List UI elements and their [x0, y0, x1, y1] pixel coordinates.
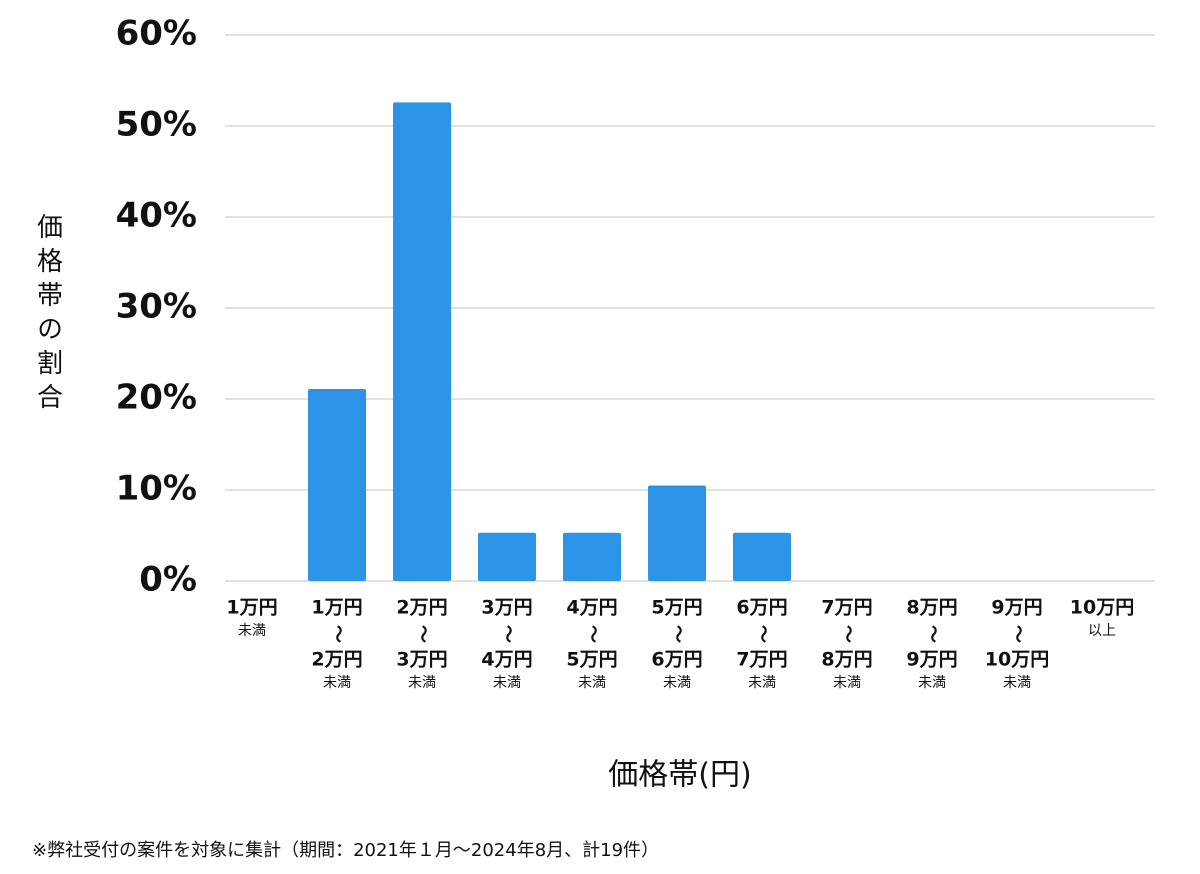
x-tick-label: 未満: [748, 675, 776, 691]
x-tick-label: 未満: [1003, 675, 1031, 691]
x-tick-label: 未満: [408, 675, 436, 691]
x-tick-label: 〜: [327, 625, 348, 643]
x-tick-label: 未満: [833, 675, 861, 691]
x-tick-label: 未満: [663, 675, 691, 691]
x-tick-label: 3万円: [481, 597, 532, 619]
x-tick-label: 1万円: [226, 597, 277, 619]
x-tick-label: 〜: [837, 625, 858, 643]
bar: [308, 388, 366, 581]
bar: [648, 485, 706, 581]
x-tick-label: 〜: [922, 625, 943, 643]
x-tick-label: 8万円: [821, 649, 872, 671]
x-tick-label: 2万円: [311, 649, 362, 671]
bar: [393, 102, 451, 581]
footnote: ※弊社受付の案件を対象に集計（期間：2021年１月〜2024年8月、計19件）: [32, 840, 659, 861]
bar: [563, 532, 621, 581]
x-tick-label: 3万円: [396, 649, 447, 671]
x-tick-label: 〜: [497, 625, 518, 643]
x-tick-label: 9万円: [906, 649, 957, 671]
y-tick-label: 20%: [116, 378, 197, 418]
x-tick-label: 10万円: [985, 649, 1049, 671]
x-tick-label: 以上: [1088, 623, 1116, 639]
x-tick-label: 9万円: [991, 597, 1042, 619]
x-axis-label: 価格帯(円): [608, 758, 751, 793]
x-tick-label: 〜: [752, 625, 773, 643]
y-tick-label: 40%: [116, 196, 197, 236]
x-tick-label: 6万円: [736, 597, 787, 619]
y-tick-label: 0%: [139, 560, 197, 600]
x-tick-label: 〜: [667, 625, 688, 643]
x-tick-label: 未満: [493, 675, 521, 691]
x-tick-label: 〜: [412, 625, 433, 643]
y-tick-label: 50%: [116, 105, 197, 145]
x-tick-label: 7万円: [736, 649, 787, 671]
x-tick-label: 未満: [238, 623, 266, 639]
y-tick-label: 30%: [116, 287, 197, 327]
x-tick-label: 〜: [582, 625, 603, 643]
x-tick-label: 4万円: [481, 649, 532, 671]
bar: [733, 532, 791, 581]
x-tick-label: 5万円: [566, 649, 617, 671]
x-tick-label: 未満: [323, 675, 351, 691]
x-tick-label: 1万円: [311, 597, 362, 619]
x-tick-label: 8万円: [906, 597, 957, 619]
x-tick-label: 5万円: [651, 597, 702, 619]
x-tick-label: 2万円: [396, 597, 447, 619]
x-tick-label: 未満: [578, 675, 606, 691]
x-tick-label: 6万円: [651, 649, 702, 671]
x-tick-label: 10万円: [1070, 597, 1134, 619]
bar: [478, 532, 536, 581]
y-tick-label: 60%: [116, 14, 197, 54]
x-tick-label: 4万円: [566, 597, 617, 619]
x-tick-label: 7万円: [821, 597, 872, 619]
x-tick-label: 未満: [918, 675, 946, 691]
y-tick-label: 10%: [116, 469, 197, 509]
x-tick-label: 〜: [1007, 625, 1028, 643]
y-axis-label: 価格帯の割合: [33, 213, 63, 417]
